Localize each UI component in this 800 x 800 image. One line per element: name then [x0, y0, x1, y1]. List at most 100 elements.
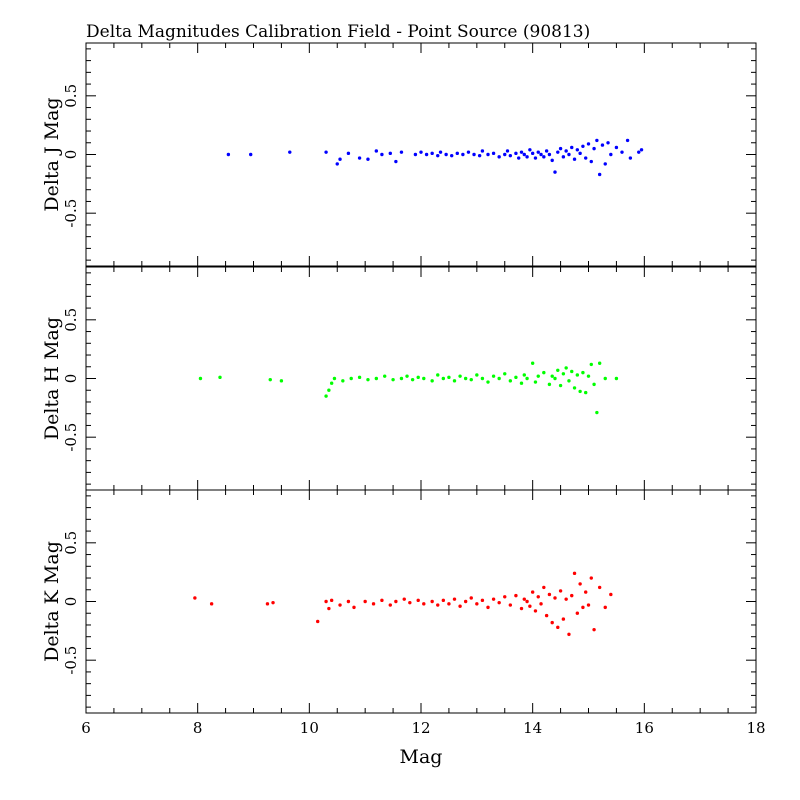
data-point: [581, 370, 585, 375]
data-point: [609, 152, 613, 157]
data-point: [363, 599, 367, 604]
data-point: [271, 600, 275, 605]
data-point: [416, 375, 420, 380]
data-point: [366, 377, 370, 382]
data-point: [408, 600, 412, 605]
data-point: [380, 152, 384, 157]
data-point: [581, 144, 585, 148]
data-point: [539, 152, 543, 157]
data-point: [556, 150, 560, 154]
data-point: [491, 151, 496, 156]
data-point: [324, 394, 328, 398]
data-point: [447, 375, 451, 380]
data-point: [625, 138, 630, 143]
data-point: [497, 376, 501, 381]
data-point: [556, 368, 560, 372]
data-point: [542, 155, 546, 159]
data-point: [572, 157, 577, 161]
data-point: [374, 376, 379, 381]
data-point: [436, 153, 440, 158]
data-point: [436, 603, 440, 607]
x-axis-label: Mag: [400, 746, 443, 768]
data-point: [597, 361, 602, 365]
data-point: [424, 152, 429, 157]
data-point: [589, 159, 593, 164]
data-point: [332, 376, 337, 381]
data-point: [586, 374, 591, 378]
data-point: [472, 152, 476, 157]
data-point: [491, 597, 496, 601]
data-point: [533, 609, 538, 613]
data-point: [480, 149, 485, 153]
data-point: [469, 377, 473, 382]
data-point: [536, 595, 540, 599]
data-point: [603, 376, 607, 381]
data-point: [558, 383, 563, 388]
data-point: [508, 153, 513, 158]
data-point: [279, 379, 284, 383]
data-point: [416, 598, 420, 603]
data-point: [589, 576, 593, 580]
y-tick-label: 0.5: [62, 308, 80, 332]
data-point: [586, 142, 591, 146]
data-point: [553, 596, 557, 600]
data-point: [544, 149, 549, 153]
data-point: [595, 410, 599, 415]
data-point: [567, 632, 571, 637]
data-point: [606, 141, 610, 145]
data-point: [595, 138, 599, 143]
data-point: [391, 377, 395, 382]
data-point: [530, 361, 535, 365]
data-point: [517, 156, 521, 160]
data-point: [288, 150, 292, 154]
data-point: [530, 151, 535, 156]
data-point: [438, 150, 443, 154]
y-tick-label: 0: [62, 374, 80, 384]
data-point: [324, 599, 328, 604]
data-point: [316, 619, 320, 624]
data-point: [528, 148, 532, 152]
data-point: [553, 376, 557, 381]
data-point: [637, 150, 641, 154]
data-point: [419, 150, 423, 154]
data-point: [533, 380, 538, 384]
data-point: [383, 374, 387, 378]
data-point: [575, 373, 580, 377]
data-point: [366, 157, 370, 161]
y-tick-label: 0: [62, 597, 80, 607]
chart-title: Delta Magnitudes Calibration Field - Poi…: [86, 22, 590, 42]
x-axis: 6 8 10 12 14 16 18: [81, 719, 765, 737]
data-point: [525, 376, 529, 381]
data-point: [324, 150, 328, 154]
data-point: [452, 379, 457, 383]
data-point: [265, 602, 270, 606]
data-point: [458, 374, 462, 378]
data-point: [349, 376, 353, 381]
data-point: [335, 162, 339, 166]
data-point: [522, 152, 526, 157]
y-tick-label: -0.5: [62, 423, 80, 452]
data-point: [477, 153, 482, 158]
data-point: [447, 602, 451, 606]
data-point: [371, 602, 376, 606]
data-point: [452, 597, 457, 601]
series-points: [198, 361, 619, 415]
data-point: [603, 162, 607, 166]
y-axis-label: Delta H Mag: [41, 317, 63, 440]
data-point: [609, 592, 613, 597]
data-point: [614, 145, 619, 150]
data-point: [561, 372, 566, 376]
data-point: [505, 149, 510, 153]
data-point: [346, 151, 351, 156]
data-point: [352, 605, 356, 610]
data-point: [193, 596, 197, 600]
data-point: [436, 373, 440, 377]
data-point: [402, 597, 406, 601]
data-point: [558, 146, 563, 151]
data-point: [441, 376, 446, 381]
data-point: [586, 603, 591, 607]
data-point: [575, 611, 580, 615]
data-point: [508, 603, 513, 607]
